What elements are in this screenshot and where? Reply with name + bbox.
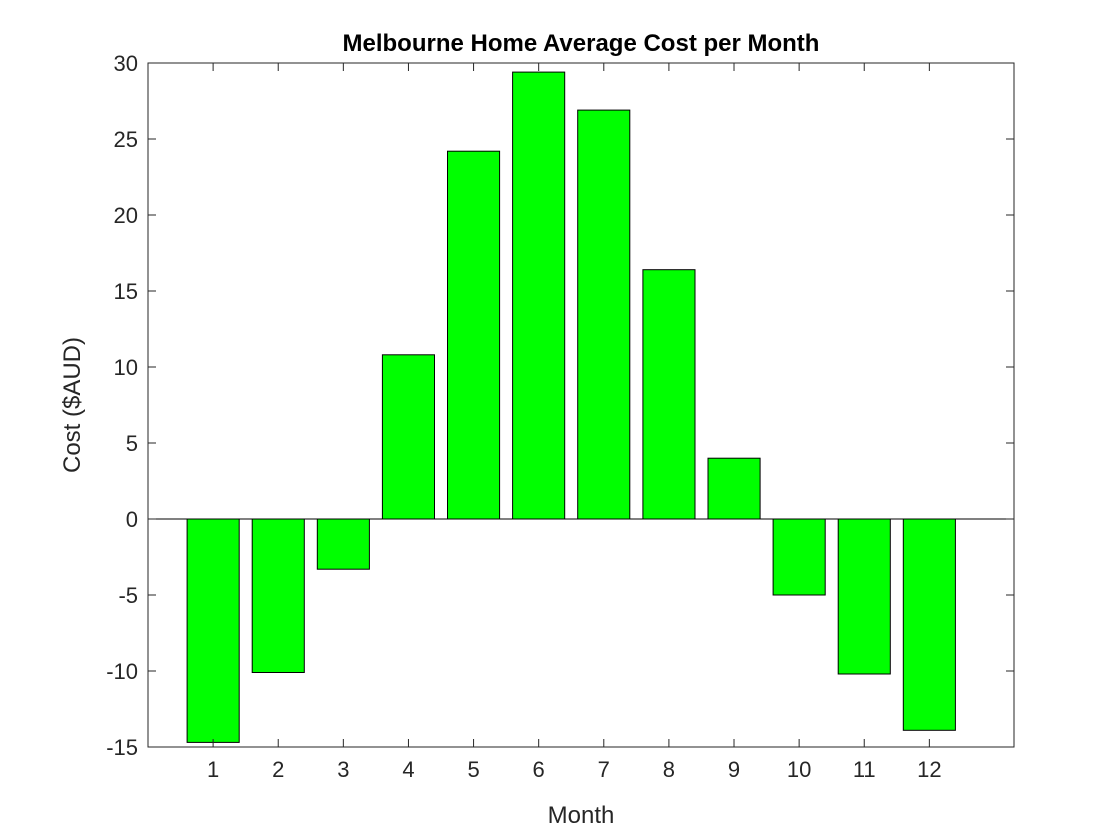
bar-month-12 — [902, 518, 956, 731]
bar-month-1 — [186, 518, 240, 743]
bar-month-3 — [316, 518, 370, 570]
x-tick-label: 5 — [467, 757, 479, 782]
bar-month-9 — [707, 457, 761, 520]
bar-month-7 — [577, 109, 631, 520]
y-tick-label: 5 — [126, 431, 138, 456]
y-tick-label: 25 — [114, 127, 138, 152]
x-tick-label: 11 — [853, 757, 876, 782]
x-tick-label: 3 — [337, 757, 349, 782]
y-tick-label: 10 — [114, 355, 138, 380]
x-tick-label: 10 — [787, 757, 811, 782]
y-tick-label: -10 — [106, 659, 138, 684]
y-axis-label: Cost ($AUD) — [59, 337, 86, 473]
y-ticks-group: -15 -10 -5 0 5 10 15 20 25 30 — [106, 51, 1014, 760]
x-tick-label: 8 — [663, 757, 675, 782]
axes-box — [147, 62, 1015, 748]
x-tick-label: 2 — [272, 757, 284, 782]
x-tick-label: 12 — [917, 757, 941, 782]
bar-month-4 — [381, 354, 435, 520]
bars-group — [186, 71, 956, 743]
bar-month-8 — [642, 269, 696, 520]
bar-month-2 — [251, 518, 305, 673]
x-tick-label: 9 — [728, 757, 740, 782]
x-tick-label: 4 — [402, 757, 414, 782]
y-tick-label: 20 — [114, 203, 138, 228]
bar-month-10 — [772, 518, 826, 596]
y-tick-label: 30 — [114, 51, 138, 76]
bar-month-11 — [837, 518, 891, 675]
x-tick-label: 1 — [207, 757, 219, 782]
y-tick-label: 15 — [114, 279, 138, 304]
x-tick-label: 7 — [598, 757, 610, 782]
x-tick-label: 6 — [533, 757, 545, 782]
y-tick-label: 0 — [126, 507, 138, 532]
y-tick-label: -15 — [106, 735, 138, 760]
bar-month-5 — [447, 150, 501, 520]
bar-month-6 — [512, 71, 566, 520]
chart-title: Melbourne Home Average Cost per Month — [343, 30, 820, 57]
y-tick-label: -5 — [118, 583, 138, 608]
x-axis-label: Month — [548, 802, 615, 829]
x-ticks-group: 1 2 3 4 5 6 7 8 9 10 11 12 — [207, 63, 942, 782]
